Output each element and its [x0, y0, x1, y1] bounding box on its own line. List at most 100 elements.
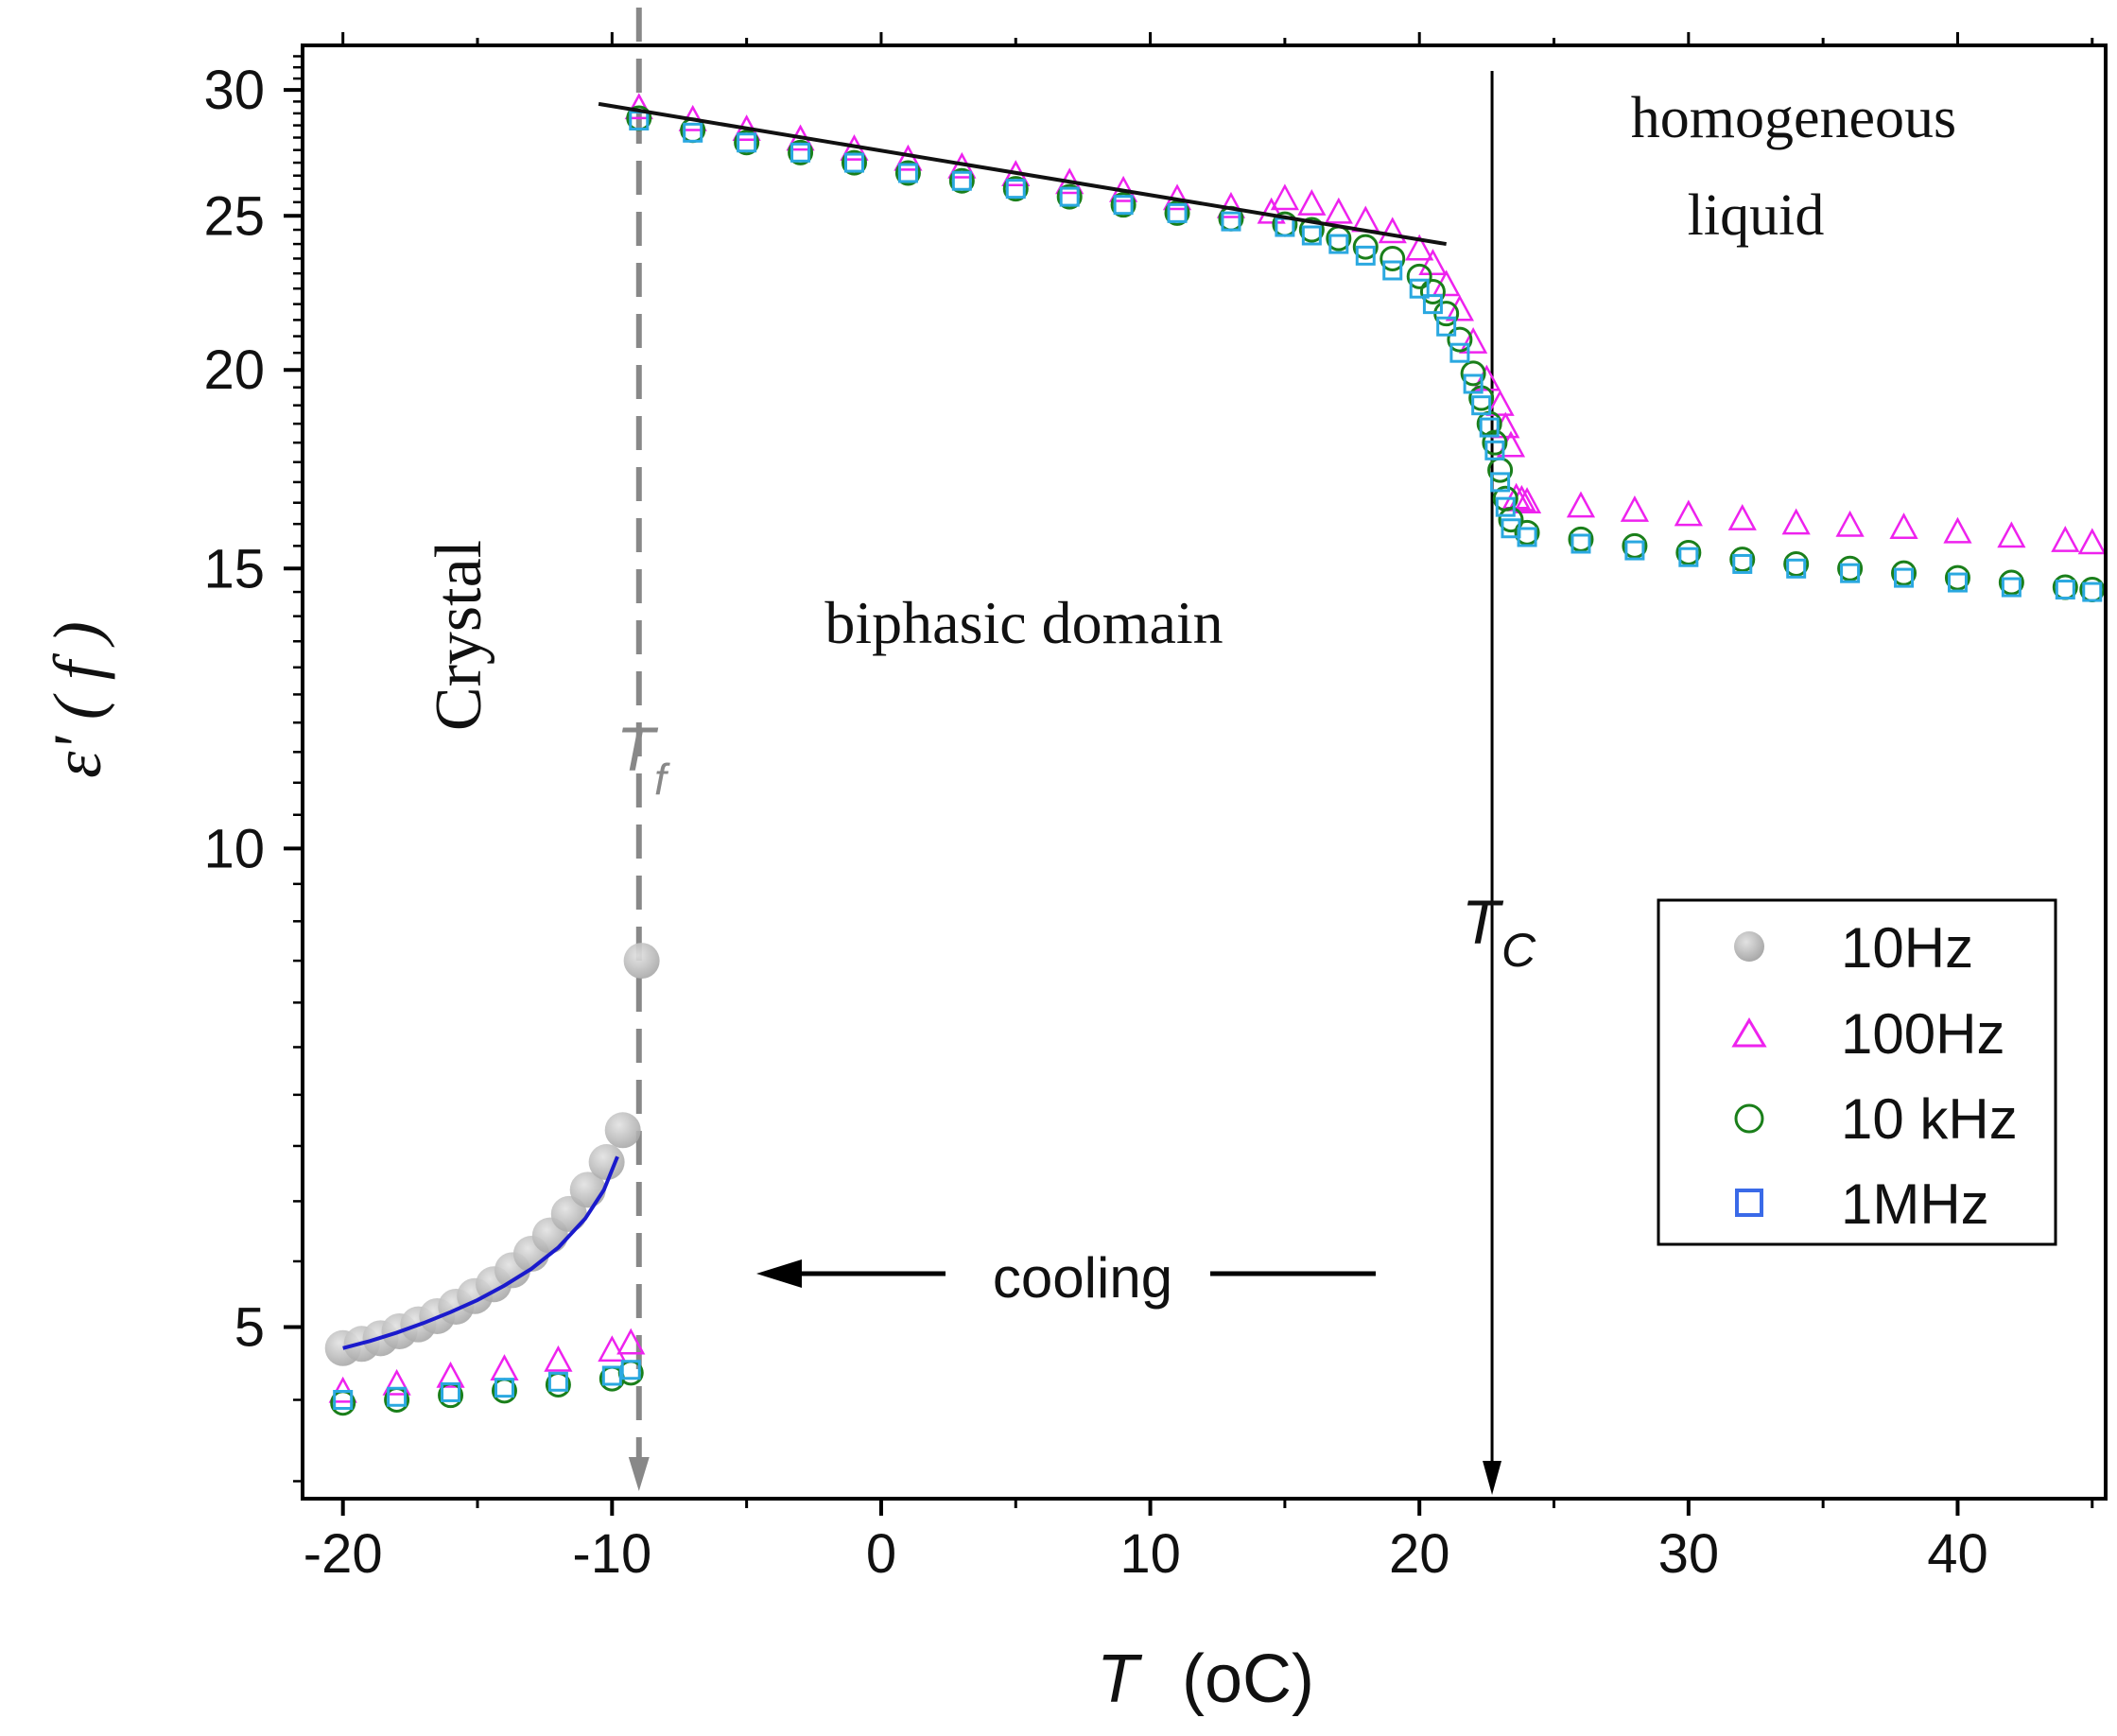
point-1mhz [601, 1365, 622, 1386]
point-100hz [490, 1354, 519, 1380]
point-100hz [1512, 487, 1542, 513]
point-1mhz [790, 142, 811, 163]
point-1mhz [1463, 373, 1484, 394]
plot-layer [324, 8, 2107, 1495]
point-10khz [1380, 245, 1406, 271]
point-1mhz [620, 1360, 641, 1380]
legend-marker-100hz [1731, 1017, 1767, 1048]
point-10khz [1944, 564, 1970, 591]
point-10khz [1783, 550, 1810, 577]
point-1mhz [2082, 582, 2103, 602]
y-tick-label: 30 [203, 60, 265, 121]
point-1mhz [1490, 472, 1511, 493]
point-100hz [1445, 294, 1474, 321]
point-1mhz [1382, 260, 1403, 281]
point-10hz [588, 1144, 625, 1181]
point-10khz [1406, 263, 1432, 289]
x-axis-title-var: T [1097, 1641, 1143, 1717]
point-1mhz [1422, 294, 1443, 315]
point-1mhz [1495, 496, 1516, 517]
liquid-label: liquid [1688, 183, 1825, 248]
point-10hz [550, 1195, 587, 1232]
point-100hz [1566, 491, 1596, 518]
point-1mhz [1840, 563, 1861, 583]
point-1mhz [1301, 225, 1322, 246]
point-10khz [1568, 526, 1594, 552]
point-10khz [734, 130, 760, 156]
legend-marker-10khz [1734, 1103, 1764, 1134]
legend-box [1657, 898, 2057, 1246]
point-100hz [1781, 508, 1811, 535]
point-10khz [948, 167, 975, 194]
point-1mhz [1059, 186, 1080, 207]
tf-arrow-head [628, 1457, 650, 1491]
point-10khz [1352, 234, 1379, 260]
point-1mhz [683, 122, 703, 143]
tf-label: T f [616, 714, 670, 804]
point-100hz [1432, 269, 1461, 297]
point-1mhz [897, 163, 918, 183]
point-100hz [1620, 495, 1650, 522]
point-10hz [604, 1112, 641, 1149]
point-1mhz [2001, 577, 2022, 598]
point-10khz [1891, 560, 1917, 586]
legend-marker-1mhz [1735, 1189, 1763, 1217]
point-1mhz [1570, 533, 1591, 554]
point-1mhz [1005, 179, 1026, 200]
point-1mhz [1624, 540, 1645, 561]
legend-marker-10hz [1734, 931, 1764, 962]
point-100hz [1727, 503, 1757, 530]
x-axis-title-unit: (oC) [1182, 1641, 1314, 1717]
point-100hz [1459, 326, 1488, 354]
point-10khz [1837, 555, 1864, 582]
point-1mhz [1678, 547, 1699, 567]
point-1mhz [1732, 553, 1753, 574]
x-tick-label: 20 [1389, 1523, 1450, 1585]
point-1mhz [1517, 527, 1537, 547]
point-1mhz [1355, 245, 1376, 266]
x-axis-title: T (oC) [1097, 1641, 1314, 1717]
point-1mhz [1479, 417, 1500, 438]
point-100hz [1270, 183, 1299, 211]
x-tick-label: 0 [866, 1523, 896, 1585]
point-100hz [1674, 499, 1703, 527]
point-10khz [1622, 532, 1648, 559]
point-100hz [894, 144, 923, 171]
point-1mhz [1947, 572, 1968, 593]
point-1mhz [951, 170, 972, 191]
point-1mhz [1449, 342, 1470, 363]
legend-label-100hz: 100Hz [1841, 1002, 2004, 1066]
point-100hz [1997, 521, 2026, 548]
point-10khz [841, 149, 867, 176]
x-tick-label: -20 [304, 1523, 383, 1585]
x-tick-label: 10 [1119, 1523, 1181, 1585]
point-10khz [1460, 360, 1486, 387]
point-1mhz [387, 1386, 408, 1407]
point-10khz [1498, 507, 1524, 533]
cooling-annotation: cooling [756, 1246, 1376, 1310]
point-10khz [1998, 569, 2024, 596]
point-10khz [894, 160, 921, 186]
legend-label-10hz: 10Hz [1841, 916, 1973, 980]
point-1mhz [1484, 440, 1505, 460]
point-1mhz [333, 1390, 354, 1411]
tf-label-sub: f [654, 755, 670, 804]
point-10khz [1447, 326, 1473, 353]
point-1mhz [1471, 395, 1492, 416]
y-tick-label: 20 [203, 339, 265, 401]
point-10khz [1514, 519, 1540, 546]
point-100hz [2077, 528, 2107, 555]
point-100hz [598, 1335, 627, 1363]
point-100hz [1943, 516, 1972, 544]
point-10khz [1419, 278, 1446, 304]
tc-label: T C [1462, 887, 1536, 977]
series-10hz [324, 943, 660, 1366]
point-10khz [1002, 176, 1029, 202]
point-100hz [1297, 189, 1327, 216]
point-1mhz [1113, 195, 1134, 216]
plot-frame [301, 43, 2108, 1501]
tf-label-main: T [616, 714, 659, 784]
biphasic-domain-label: biphasic domain [824, 589, 1223, 656]
homogeneous-label: homogeneous [1631, 86, 1956, 150]
